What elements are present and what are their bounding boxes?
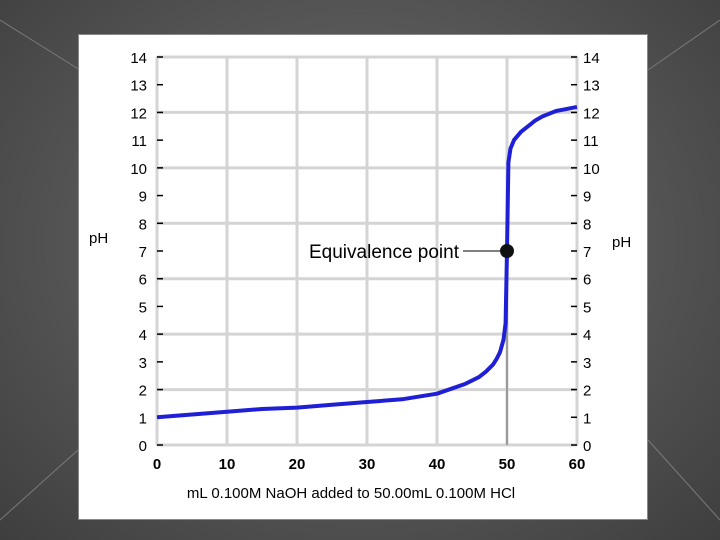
y-tick-label-right: 9 — [583, 189, 591, 206]
y-tick-label-right: 1 — [583, 410, 591, 427]
y-tick-label-left: 7 — [139, 244, 147, 261]
y-tick-label-right: 3 — [583, 355, 591, 372]
y-tick-label-left: 10 — [130, 161, 147, 178]
y-tick-label-right: 8 — [583, 216, 591, 233]
y-tick-label-left: 9 — [139, 189, 147, 206]
y-tick-label-right: 2 — [583, 383, 591, 400]
y-tick-label-left: 2 — [139, 383, 147, 400]
y-tick-label-left: 13 — [130, 78, 147, 95]
x-tick-label: 20 — [289, 456, 306, 473]
y-tick-label-right: 6 — [583, 272, 591, 289]
x-axis-label: mL 0.100M NaOH added to 50.00mL 0.100M H… — [187, 485, 515, 502]
x-tick-label: 50 — [499, 456, 516, 473]
y-tick-label-left: 6 — [139, 272, 147, 289]
y-axis-label-right: pH — [612, 234, 631, 251]
x-tick-label: 60 — [569, 456, 586, 473]
equivalence-point-marker — [500, 244, 514, 258]
y-tick-label-right: 10 — [583, 161, 600, 178]
y-tick-label-left: 12 — [130, 105, 147, 122]
y-tick-label-right: 13 — [583, 78, 600, 95]
y-tick-label-left: 8 — [139, 216, 147, 233]
x-tick-label: 10 — [219, 456, 236, 473]
y-tick-label-left: 4 — [139, 327, 147, 344]
equivalence-point-label: Equivalence point — [309, 242, 460, 263]
y-tick-label-left: 1 — [139, 410, 147, 427]
x-tick-label: 40 — [429, 456, 446, 473]
y-tick-label-right: 7 — [583, 244, 591, 261]
y-tick-label-left: 0 — [139, 438, 147, 455]
y-tick-label-left: 3 — [139, 355, 147, 372]
y-tick-label-right: 4 — [583, 327, 591, 344]
x-tick-label: 0 — [153, 456, 161, 473]
y-tick-label-right: 11 — [583, 133, 599, 150]
y-tick-label-right: 12 — [583, 105, 600, 122]
y-tick-label-left: 5 — [139, 299, 147, 316]
y-tick-label-left: 11 — [131, 133, 147, 150]
chart-frame: 0 1 2 3 4 5 6 7 8 9 10 11 12 13 14 0 1 2 3 4 5 6 7 8 9 10 11 12 13 1… — [78, 34, 648, 520]
titration-curve — [156, 104, 578, 420]
x-axis-ticks: 0 10 20 30 40 50 60 — [153, 456, 586, 473]
y-tick-label-left: 14 — [130, 50, 147, 67]
x-tick-label: 30 — [359, 456, 376, 473]
y-tick-label-right: 0 — [583, 438, 591, 455]
y-tick-label-right: 5 — [583, 299, 591, 316]
y-tick-label-right: 14 — [583, 50, 600, 67]
y-axis-label-left: pH — [89, 230, 108, 247]
